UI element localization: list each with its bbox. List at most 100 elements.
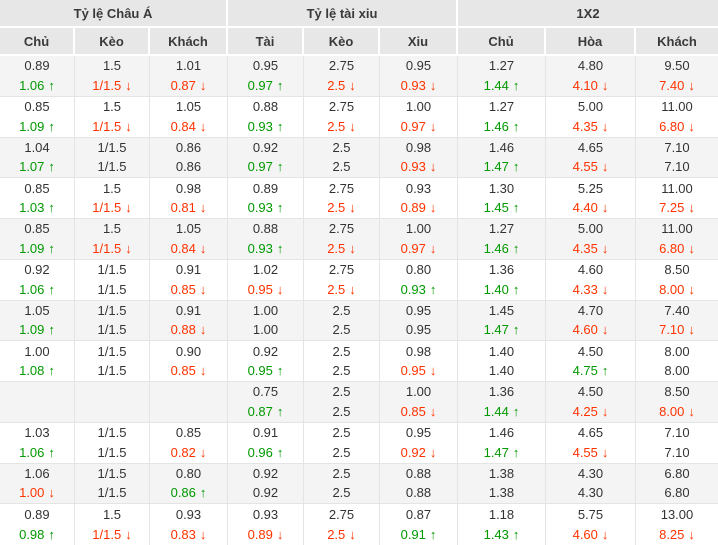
- cell-asian-home: 1.05 1.09 ↑: [0, 300, 75, 341]
- current-odds-value: 0.95 ↓: [248, 280, 284, 300]
- current-odds-value: 7.40 ↓: [659, 76, 695, 96]
- opening-odds-value: 7.40: [664, 302, 690, 318]
- cell-1x2-home: 1.18 1.43 ↑: [458, 504, 546, 545]
- cell-asian-handicap: 1.5 1/1.5 ↓: [75, 504, 150, 545]
- current-odds-value: 1.07 ↑: [19, 157, 55, 177]
- cell-asian-home: [0, 382, 75, 422]
- group-header-over-under: Tỷ lệ tài xiu: [228, 0, 456, 26]
- col-header-ou-under: Xiu: [380, 28, 456, 54]
- opening-odds-value: 1.05: [175, 99, 202, 115]
- cell-asian-handicap: 1/1.5 1/1.5: [75, 137, 150, 178]
- current-odds-value: 7.25 ↓: [659, 198, 695, 218]
- cell-1x2-away: 8.00 8.00: [636, 341, 718, 381]
- down-arrow-icon: ↓: [125, 526, 132, 542]
- opening-odds-value: 0.80: [405, 262, 432, 278]
- opening-odds-value: 0.89: [24, 58, 50, 74]
- cell-1x2-away: 6.80 6.80: [636, 464, 718, 504]
- current-odds-value: 4.10 ↓: [573, 76, 609, 96]
- col-header-asian-home: Chủ: [0, 28, 73, 54]
- cell-ou-line: 2.5 2.5: [304, 300, 380, 341]
- current-odds-value: 4.30: [577, 485, 604, 501]
- cell-asian-away: 0.85 0.82 ↓: [150, 422, 228, 463]
- current-odds-value: 2.5 ↓: [327, 239, 356, 259]
- up-arrow-icon: ↑: [48, 444, 55, 460]
- current-odds-value: 0.83 ↓: [171, 525, 207, 545]
- opening-odds-value: 1.00: [405, 384, 432, 400]
- opening-odds-value: 0.87: [405, 507, 432, 523]
- current-odds-value: 0.82 ↓: [171, 443, 207, 463]
- current-odds-value: 1.45 ↑: [484, 198, 520, 218]
- opening-odds-value: 0.88: [252, 221, 279, 237]
- down-arrow-icon: ↓: [199, 444, 207, 460]
- down-arrow-icon: ↓: [199, 118, 207, 134]
- current-odds-value: 1.00 ↓: [19, 483, 55, 503]
- up-arrow-icon: ↑: [48, 281, 55, 297]
- down-arrow-icon: ↓: [48, 485, 55, 501]
- cell-1x2-home: 1.27 1.44 ↑: [458, 56, 546, 96]
- down-arrow-icon: ↓: [688, 322, 695, 338]
- cell-asian-away: [150, 382, 228, 422]
- up-arrow-icon: ↑: [276, 240, 284, 256]
- current-odds-value: 0.86: [175, 159, 202, 175]
- down-arrow-icon: ↓: [199, 281, 207, 297]
- current-odds-value: 7.10: [664, 444, 690, 460]
- cell-ou-over: 0.75 0.87 ↑: [228, 382, 304, 422]
- opening-odds-value: 11.00: [661, 180, 693, 196]
- cell-ou-under: 0.93 0.89 ↓: [380, 178, 458, 218]
- down-arrow-icon: ↓: [429, 118, 437, 134]
- current-odds-value: 1/1.5 ↓: [92, 239, 131, 259]
- opening-odds-value: 0.93: [405, 180, 432, 196]
- cell-ou-over: 1.00 1.00: [228, 300, 304, 341]
- cell-1x2-home: 1.46 1.47 ↑: [458, 137, 546, 178]
- cell-1x2-away: 11.00 7.25 ↓: [636, 178, 718, 218]
- cell-asian-home: 0.85 1.09 ↑: [0, 96, 75, 137]
- current-odds-value: 1.47 ↑: [484, 320, 520, 340]
- current-odds-value: 0.85 ↓: [401, 402, 437, 422]
- opening-odds-value: 11.00: [661, 99, 693, 115]
- opening-odds-value: 11.00: [661, 221, 693, 237]
- current-odds-value: 2.5: [332, 444, 351, 460]
- odds-row: 0.75 0.87 ↑ 2.5 2.5 1.00 0.85 ↓ 1.36 1.44 ↑ 4.50 4.2…: [0, 382, 718, 423]
- opening-odds-value: 2.75: [328, 180, 355, 196]
- cell-1x2-home: 1.45 1.47 ↑: [458, 300, 546, 341]
- cell-ou-over: 0.88 0.93 ↑: [228, 96, 304, 137]
- current-odds-value: 7.10 ↓: [659, 320, 695, 340]
- opening-odds-value: 1.27: [488, 221, 515, 237]
- cell-ou-line: 2.75 2.5 ↓: [304, 504, 380, 545]
- cell-asian-home: 0.89 1.06 ↑: [0, 56, 75, 96]
- opening-odds-value: 13.00: [660, 507, 694, 523]
- up-arrow-icon: ↑: [276, 200, 284, 216]
- cell-ou-under: 1.00 0.85 ↓: [380, 382, 458, 422]
- down-arrow-icon: ↓: [688, 77, 695, 93]
- up-arrow-icon: ↑: [601, 363, 609, 379]
- cell-ou-over: 0.95 0.97 ↑: [228, 56, 304, 96]
- cell-ou-under: 1.00 0.97 ↓: [380, 219, 458, 259]
- opening-odds-value: 2.5: [332, 302, 351, 318]
- opening-odds-value: 0.98: [175, 180, 202, 196]
- down-arrow-icon: ↓: [429, 200, 437, 216]
- current-odds-value: 1.09 ↑: [19, 239, 55, 259]
- current-odds-value: 0.88: [405, 485, 432, 501]
- opening-odds-value: 1.5: [102, 58, 122, 74]
- opening-odds-value: 0.92: [252, 343, 279, 359]
- up-arrow-icon: ↑: [512, 444, 520, 460]
- current-odds-value: 2.5 ↓: [327, 280, 356, 300]
- opening-odds-value: 0.88: [405, 465, 432, 481]
- down-arrow-icon: ↓: [688, 403, 695, 419]
- current-odds-value: 0.87 ↑: [248, 402, 284, 422]
- down-arrow-icon: ↓: [349, 118, 356, 134]
- current-odds-value: 1.06 ↑: [19, 280, 55, 300]
- up-arrow-icon: ↑: [276, 403, 284, 419]
- group-header-asian: Tỷ lệ Châu Á: [0, 0, 226, 26]
- col-header-1x2-away: Khách: [636, 28, 718, 54]
- opening-odds-value: 1.36: [488, 384, 515, 400]
- opening-odds-value: 0.98: [405, 343, 432, 359]
- current-odds-value: 1.06 ↑: [19, 76, 55, 96]
- down-arrow-icon: ↓: [601, 77, 609, 93]
- up-arrow-icon: ↑: [48, 159, 55, 175]
- cell-ou-line: 2.5 2.5: [304, 463, 380, 504]
- current-odds-value: 1.09 ↑: [19, 117, 55, 137]
- opening-odds-value: 4.60: [577, 262, 604, 278]
- odds-row: 0.92 1.06 ↑ 1/1.5 1/1.5 0.91 0.85 ↓ 1.02 0.95 ↓ 2.7…: [0, 259, 718, 301]
